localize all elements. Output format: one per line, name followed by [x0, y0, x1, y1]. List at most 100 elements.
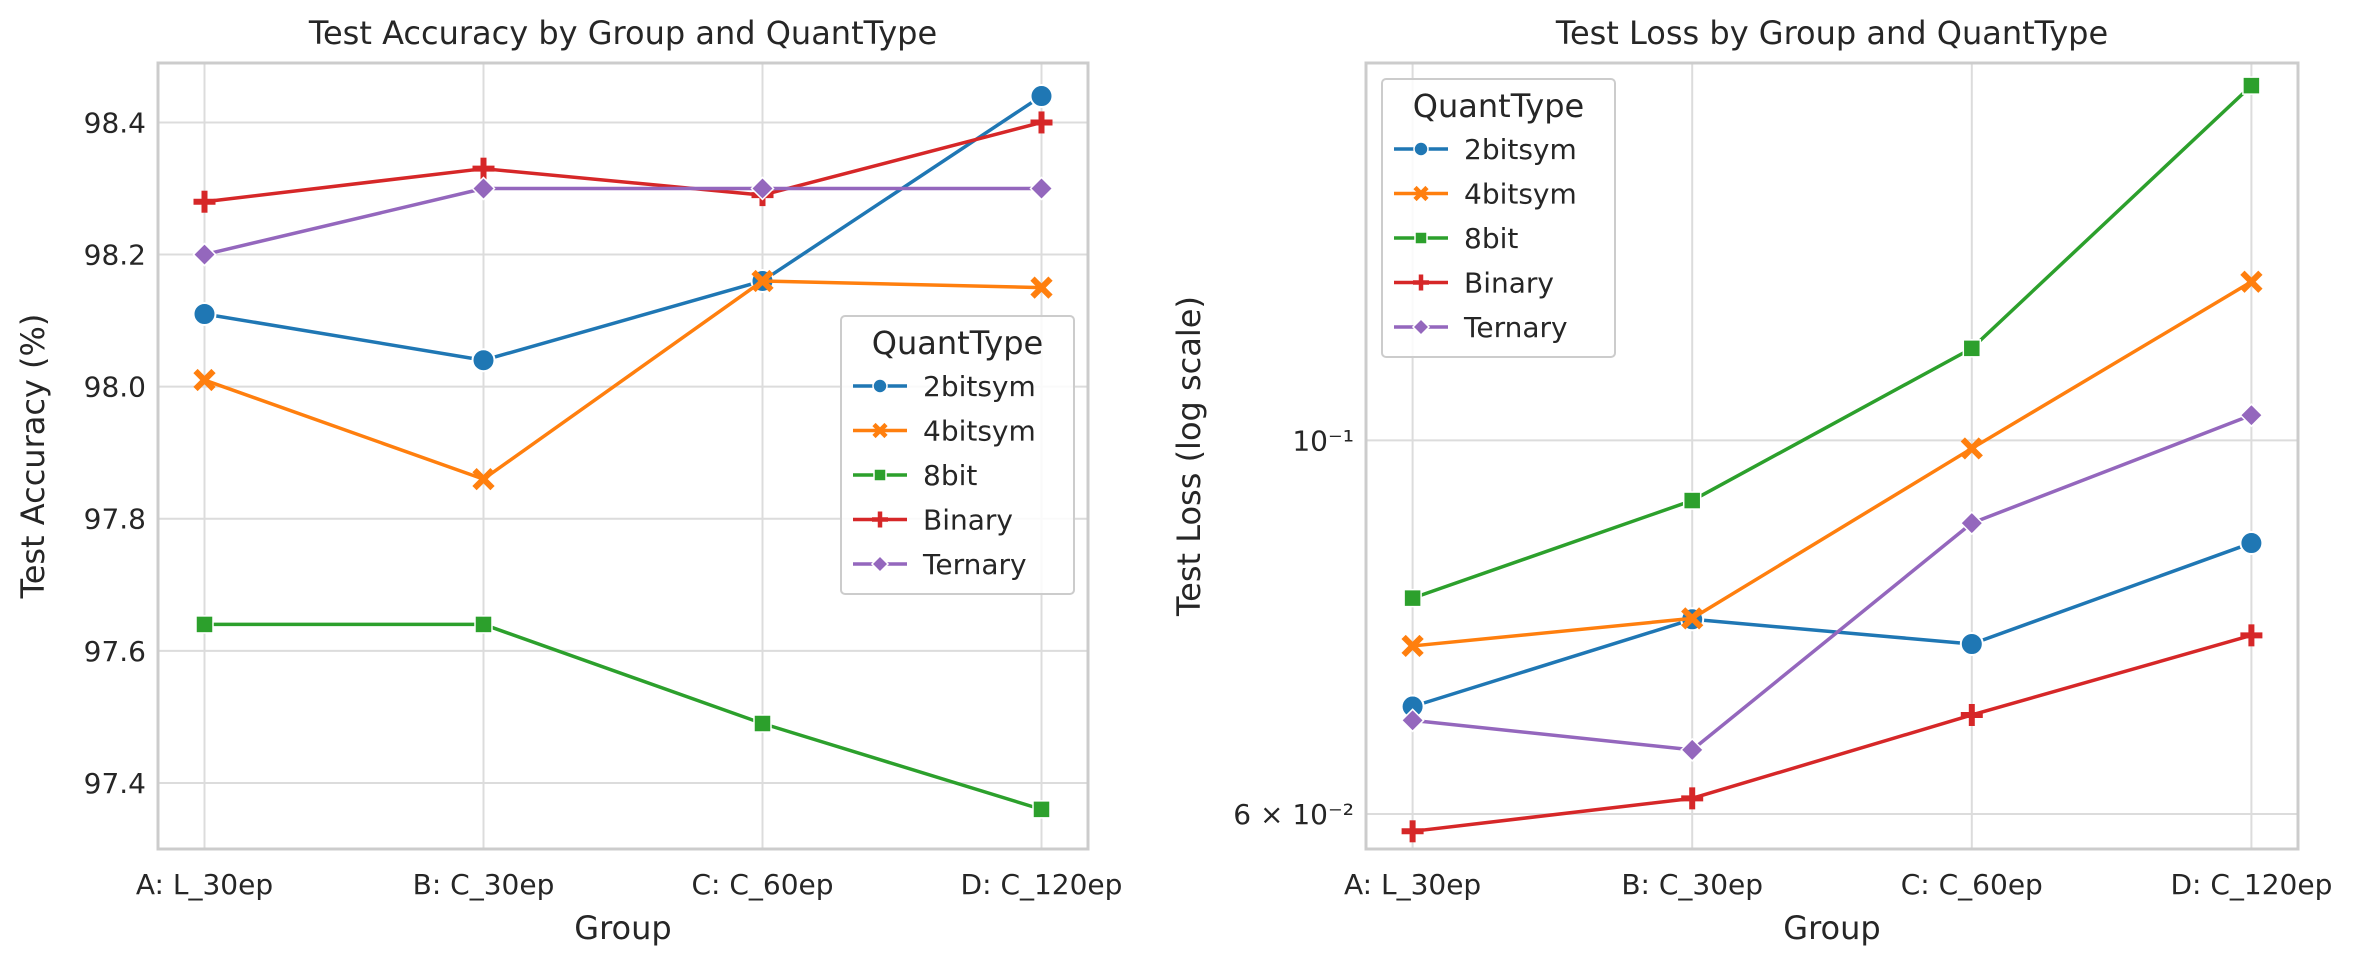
legend-label: Ternary [922, 548, 1027, 581]
x-tick-label: D: C_120ep [961, 868, 1123, 901]
series-4bitsym [193, 269, 1053, 491]
x-tick-label: B: C_30ep [413, 868, 555, 901]
x-axis-label: Group [1783, 909, 1880, 947]
series-2bitsym [1400, 531, 2264, 719]
data-point [1681, 607, 1704, 630]
data-point [1960, 437, 1983, 460]
legend-marker [872, 511, 888, 528]
series-line [1412, 541, 2252, 709]
data-point [2240, 624, 2263, 647]
data-point [1030, 111, 1053, 134]
legend-item: Binary [1394, 267, 1554, 300]
data-point [1960, 703, 1983, 726]
legend-marker [872, 422, 888, 439]
legend-marker [873, 468, 887, 482]
plot-frame [156, 61, 1090, 851]
x-tick-label: A: L_30ep [136, 868, 273, 901]
y-tick-label: 10⁻¹ [1292, 424, 1354, 457]
data-point [1962, 339, 1982, 358]
legend-label: Binary [923, 504, 1013, 537]
x-tick-label: C: C_60ep [691, 868, 833, 901]
y-tick-label: 97.6 [84, 635, 146, 668]
series-ternary [1400, 403, 2264, 762]
data-point [195, 615, 214, 634]
data-point [2239, 403, 2264, 428]
data-point [472, 467, 495, 491]
y-axis-label: Test Loss (log scale) [1170, 296, 1208, 617]
legend-label: 8bit [1464, 222, 1518, 255]
data-point [1681, 787, 1704, 810]
y-tick-label: 98.2 [84, 239, 146, 272]
y-tick-label: 97.4 [84, 767, 146, 800]
y-tick-label: 6 × 10⁻² [1233, 798, 1354, 831]
data-point [1682, 491, 1702, 510]
data-point [2239, 531, 2264, 556]
legend-marker [1413, 274, 1429, 291]
data-point [1959, 632, 1984, 657]
data-point [192, 301, 217, 326]
chart-title: Test Accuracy by Group and QuantType [308, 14, 937, 52]
loss-chart: Test Loss by Group and QuantType A: L_30e… [1170, 14, 2332, 947]
data-point [193, 190, 216, 213]
data-point [471, 348, 496, 373]
series-line [203, 279, 1042, 481]
y-tick-label: 98.0 [84, 371, 146, 404]
data-point [1959, 511, 1984, 536]
series-8bit [1403, 76, 2261, 608]
legend-item: 2bitsym [1394, 133, 1577, 166]
data-point [193, 368, 216, 392]
data-point [1680, 737, 1705, 762]
legend-marker [1413, 141, 1429, 157]
legend-marker [1413, 185, 1429, 202]
series-line [1412, 633, 2252, 834]
series-line [1412, 280, 2253, 648]
data-point [471, 176, 496, 201]
series-binary [1401, 624, 2263, 843]
data-point [1032, 800, 1051, 819]
legend-item: Ternary [853, 548, 1027, 581]
x-tick-label: D: C_120ep [2170, 868, 2332, 901]
series-ternary [192, 176, 1054, 267]
legend-item: 8bit [853, 459, 977, 492]
data-point [1029, 84, 1054, 109]
y-tick-label: 98.4 [84, 106, 146, 139]
x-tick-label: B: C_30ep [1621, 868, 1763, 901]
legend-title: QuantType [872, 324, 1043, 362]
data-point [1401, 634, 1424, 658]
accuracy-chart: Test Accuracy by Group and QuantType A: L… [14, 14, 1122, 947]
legend-marker [1411, 317, 1431, 337]
legend-marker [1414, 231, 1428, 245]
plot-frame [1364, 61, 2300, 851]
legend-label: Binary [1464, 267, 1554, 300]
data-point [1401, 820, 1424, 843]
data-point [1403, 588, 1422, 608]
y-tick-label: 97.8 [84, 503, 146, 536]
series-line [204, 622, 1043, 812]
legend-item: 4bitsym [853, 415, 1036, 448]
legend-item: 2bitsym [853, 370, 1036, 403]
chart-title: Test Loss by Group and QuantType [1555, 14, 2108, 52]
legend: QuantType 2bitsym 4bitsym 8bit Binary Ternary [840, 315, 1075, 595]
legend-marker [872, 378, 888, 394]
legend-item: Ternary [1394, 311, 1568, 344]
legend-title: QuantType [1413, 87, 1584, 125]
data-point [1030, 276, 1053, 299]
legend-item: 8bit [1394, 222, 1518, 255]
data-point [750, 176, 775, 201]
data-point [751, 269, 774, 293]
legend-label: 4bitsym [923, 415, 1036, 448]
legend-label: 2bitsym [1464, 133, 1577, 166]
legend-item: 4bitsym [1394, 178, 1577, 211]
series-line [204, 186, 1042, 257]
series-4bitsym [1401, 270, 2263, 658]
data-point [1400, 708, 1425, 733]
x-tick-label: C: C_60ep [1901, 868, 2043, 901]
legend-label: 8bit [923, 459, 977, 492]
legend: QuantType 2bitsym 4bitsym 8bit Binary Ternary [1381, 78, 1616, 358]
series-line [1412, 84, 2253, 600]
series-binary [193, 111, 1053, 213]
data-point [474, 615, 493, 634]
legend-item: Binary [853, 504, 1013, 537]
series-line [1412, 413, 2253, 752]
